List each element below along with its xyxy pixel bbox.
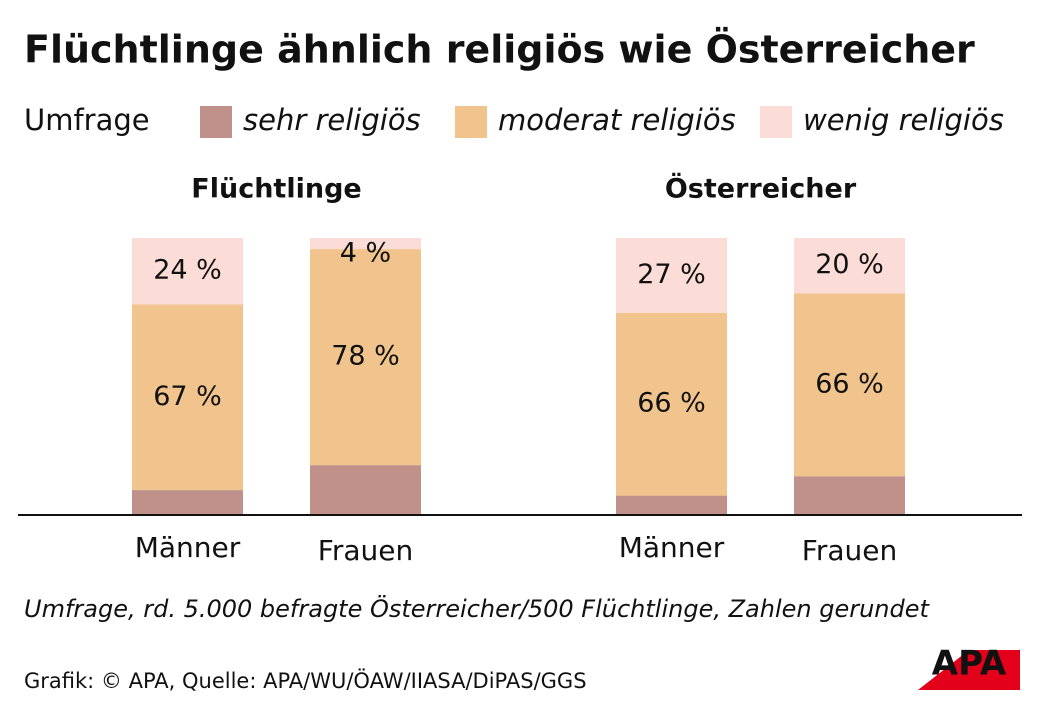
value-label: 78 %: [331, 341, 400, 372]
legend-swatch: [455, 106, 487, 138]
bar-segment: [794, 293, 905, 477]
logo: APA: [932, 644, 1007, 684]
legend-swatch: [200, 106, 232, 138]
bar-segment: [310, 465, 421, 515]
bar-segment: [132, 490, 243, 515]
legend-label: sehr religiös: [243, 103, 421, 137]
bar-segment: [310, 238, 421, 250]
chart-title: Flüchtlinge ähnlich religiös wie Österre…: [24, 28, 975, 72]
value-label: 27 %: [637, 259, 706, 290]
value-label: 66 %: [637, 388, 706, 419]
bar-segment: [616, 238, 727, 313]
value-label: 24 %: [153, 255, 222, 286]
note: Umfrage, rd. 5.000 befragte Österreicher…: [24, 594, 931, 623]
bar-segment: [794, 238, 905, 294]
group-title: Flüchtlinge: [191, 174, 361, 205]
bar-segment: [616, 312, 727, 496]
bar-segment: [132, 238, 243, 305]
legend-title: Umfrage: [24, 103, 150, 137]
value-label: 4 %: [340, 238, 391, 269]
x-tick-label: Männer: [619, 531, 725, 564]
value-label: 67 %: [153, 381, 222, 412]
bar-segment: [132, 304, 243, 491]
bar-segment: [616, 495, 727, 515]
x-tick-label: Frauen: [802, 534, 897, 567]
logo-shape: [918, 650, 1020, 690]
x-tick-label: Männer: [135, 531, 241, 564]
legend-label: moderat religiös: [498, 103, 736, 137]
bar-segment: [310, 249, 421, 466]
group-title: Österreicher: [665, 172, 857, 205]
legend-swatch: [760, 106, 792, 138]
x-tick-label: Frauen: [318, 534, 413, 567]
value-label: 66 %: [815, 368, 884, 399]
source: Grafik: © APA, Quelle: APA/WU/ÖAW/IIASA/…: [24, 668, 587, 693]
value-label: 20 %: [815, 249, 884, 280]
legend-label: wenig religiös: [803, 103, 1004, 137]
bar-segment: [794, 476, 905, 515]
